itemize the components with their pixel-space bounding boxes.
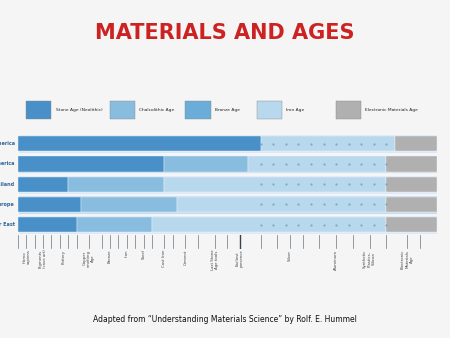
Bar (18, 217, 76, 233)
Bar (27, 101, 51, 119)
Text: North America: North America (0, 141, 15, 146)
Text: Electronic Materials Age: Electronic Materials Age (365, 108, 418, 112)
Text: Steel: Steel (142, 249, 145, 260)
Text: Pottery: Pottery (62, 249, 66, 264)
Text: Earliest
presence: Earliest presence (236, 249, 244, 267)
Text: Silver: Silver (288, 249, 292, 261)
Text: Cast Iron: Cast Iron (162, 249, 166, 267)
Bar (386, 217, 436, 233)
Bar (18, 195, 436, 214)
Bar (177, 197, 386, 212)
Bar (110, 101, 135, 119)
Text: South America: South America (0, 162, 15, 166)
Bar (261, 136, 395, 151)
Text: Iron Age: Iron Age (286, 108, 304, 112)
Bar (18, 215, 436, 234)
Bar (152, 217, 386, 233)
Bar (18, 136, 261, 151)
Text: Stone Age (Neolithic): Stone Age (Neolithic) (56, 108, 102, 112)
Bar (248, 156, 386, 172)
Text: Cement: Cement (184, 249, 187, 265)
Text: Synthetic
Plastics,
Silicon: Synthetic Plastics, Silicon (363, 249, 376, 268)
Bar (386, 156, 436, 172)
Bar (256, 101, 282, 119)
Bar (386, 197, 436, 212)
Text: Last Stone
Age tools: Last Stone Age tools (211, 249, 219, 270)
Text: Adapted from “Understanding Materials Science” by Rolf. E. Hummel: Adapted from “Understanding Materials Sc… (93, 315, 357, 324)
Bar (395, 136, 436, 151)
Bar (68, 176, 165, 192)
Text: China/Europe: China/Europe (0, 202, 15, 207)
Bar (386, 176, 436, 192)
Bar (336, 101, 361, 119)
Text: Pigments
(cave art): Pigments (cave art) (39, 249, 47, 268)
Bar (165, 176, 386, 192)
Text: MATERIALS AND AGES: MATERIALS AND AGES (95, 23, 355, 43)
Bar (165, 156, 248, 172)
Text: Chalcolithic Age: Chalcolithic Age (140, 108, 175, 112)
Bar (18, 175, 436, 194)
Bar (81, 197, 177, 212)
Bar (185, 101, 211, 119)
Text: Near East: Near East (0, 222, 15, 227)
Text: Aluminum: Aluminum (334, 249, 338, 270)
Bar (18, 154, 436, 173)
Bar (18, 197, 81, 212)
Bar (76, 217, 152, 233)
Text: Homo
sapiens: Homo sapiens (22, 249, 31, 264)
Text: Copper
smelting
Age: Copper smelting Age (83, 249, 95, 267)
Text: Iron: Iron (125, 249, 129, 257)
Bar (18, 176, 68, 192)
Bar (18, 134, 436, 153)
Text: Bronze Age: Bronze Age (215, 108, 240, 112)
Text: Electronic
Materials
Age: Electronic Materials Age (401, 249, 414, 269)
Text: China/Thailand: China/Thailand (0, 182, 15, 187)
Text: Bronze: Bronze (108, 249, 112, 263)
Bar (18, 156, 165, 172)
